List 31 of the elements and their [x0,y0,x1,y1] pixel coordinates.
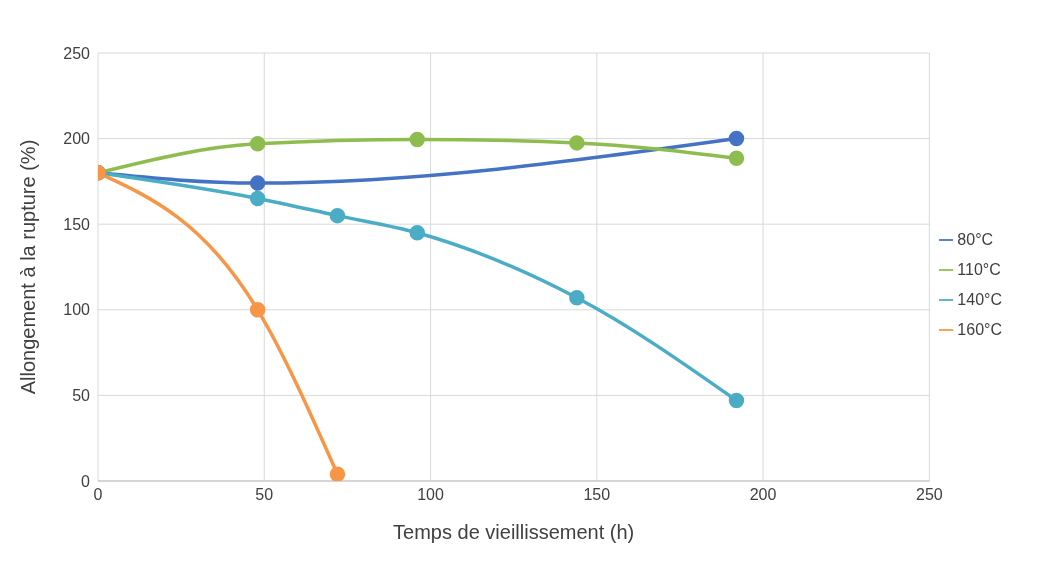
x-axis-title: Temps de vieillissement (h) [393,521,635,543]
point [249,190,266,207]
x-tick-label: 150 [583,486,611,504]
x-tick-label: 200 [749,486,777,504]
point [569,135,585,151]
point [249,302,266,318]
x-tick-label: 50 [255,486,274,504]
y-axis-title: Allongement à la rupture (%) [17,139,40,395]
y-tick-label: 200 [63,130,91,148]
x-tick-label: 0 [93,486,103,504]
point [409,131,425,148]
point [728,130,745,147]
point [249,175,266,191]
y-tick-label: 250 [63,44,91,62]
point [409,225,425,241]
legend-label: 80°C [957,230,994,248]
point [329,207,346,224]
point [569,290,585,306]
y-tick-label: 100 [63,301,91,319]
point [329,466,346,481]
point [728,150,745,167]
point [728,392,745,409]
x-tick-label: 100 [417,486,444,504]
point [249,135,266,152]
y-tick-label: 150 [63,215,91,233]
legend-label: 160°C [957,320,1002,338]
y-tick-label: 0 [81,472,91,490]
x-tick-label: 250 [915,486,943,504]
y-tick-label: 50 [72,387,91,405]
legend-label: 110°C [957,260,1001,278]
legend-label: 140°C [957,290,1002,308]
